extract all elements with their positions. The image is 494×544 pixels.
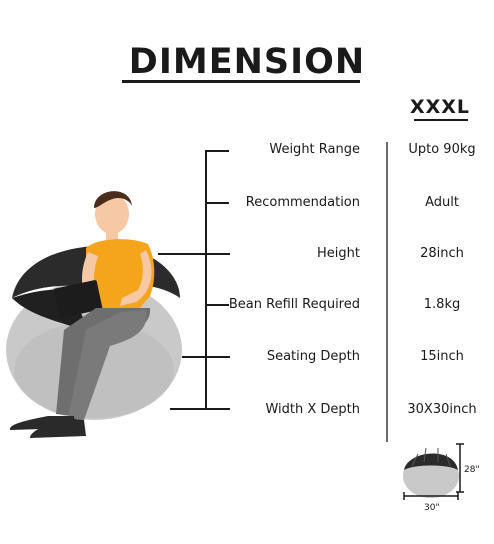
spec-label-recommendation: Recommendation: [245, 195, 360, 210]
thumbnail-height-label: 28": [464, 465, 480, 475]
thumbnail-width-label: 30": [424, 503, 440, 513]
page-title: DIMENSION: [128, 42, 366, 82]
bean-bag-thumbnail: 28" 30": [403, 443, 480, 513]
spec-label-width-depth: Width X Depth: [265, 402, 360, 417]
spec-value-bean-refill: 1.8kg: [423, 297, 461, 312]
tick-weight: [205, 150, 229, 152]
spec-label-seating-depth: Seating Depth: [266, 349, 360, 364]
spec-label-bean-refill: Bean Refill Required: [228, 297, 360, 312]
spec-value-seating-depth: 15inch: [420, 349, 464, 364]
column-divider: [386, 142, 388, 442]
spec-value-weight-range: Upto 90kg: [408, 142, 476, 157]
bean-bag-person-illustration: [6, 191, 182, 438]
bracket-spine: [205, 150, 207, 410]
spec-label-height: Height: [317, 246, 360, 261]
tick-width-depth: [170, 408, 230, 410]
laptop: [53, 280, 103, 318]
tick-height: [158, 253, 230, 255]
tick-refill: [205, 304, 229, 306]
shoe-right: [30, 418, 86, 438]
spec-value-width-depth: 30X30inch: [407, 402, 477, 417]
spec-value-recommendation: Adult: [425, 195, 459, 210]
spec-label-weight-range: Weight Range: [269, 142, 360, 157]
spec-value-height: 28inch: [420, 246, 464, 261]
tick-recommendation: [205, 202, 229, 204]
size-label: XXXL: [409, 96, 471, 118]
title-underline: [122, 80, 360, 83]
size-underline: [414, 119, 468, 121]
head: [95, 194, 129, 234]
tick-depth: [182, 356, 230, 358]
